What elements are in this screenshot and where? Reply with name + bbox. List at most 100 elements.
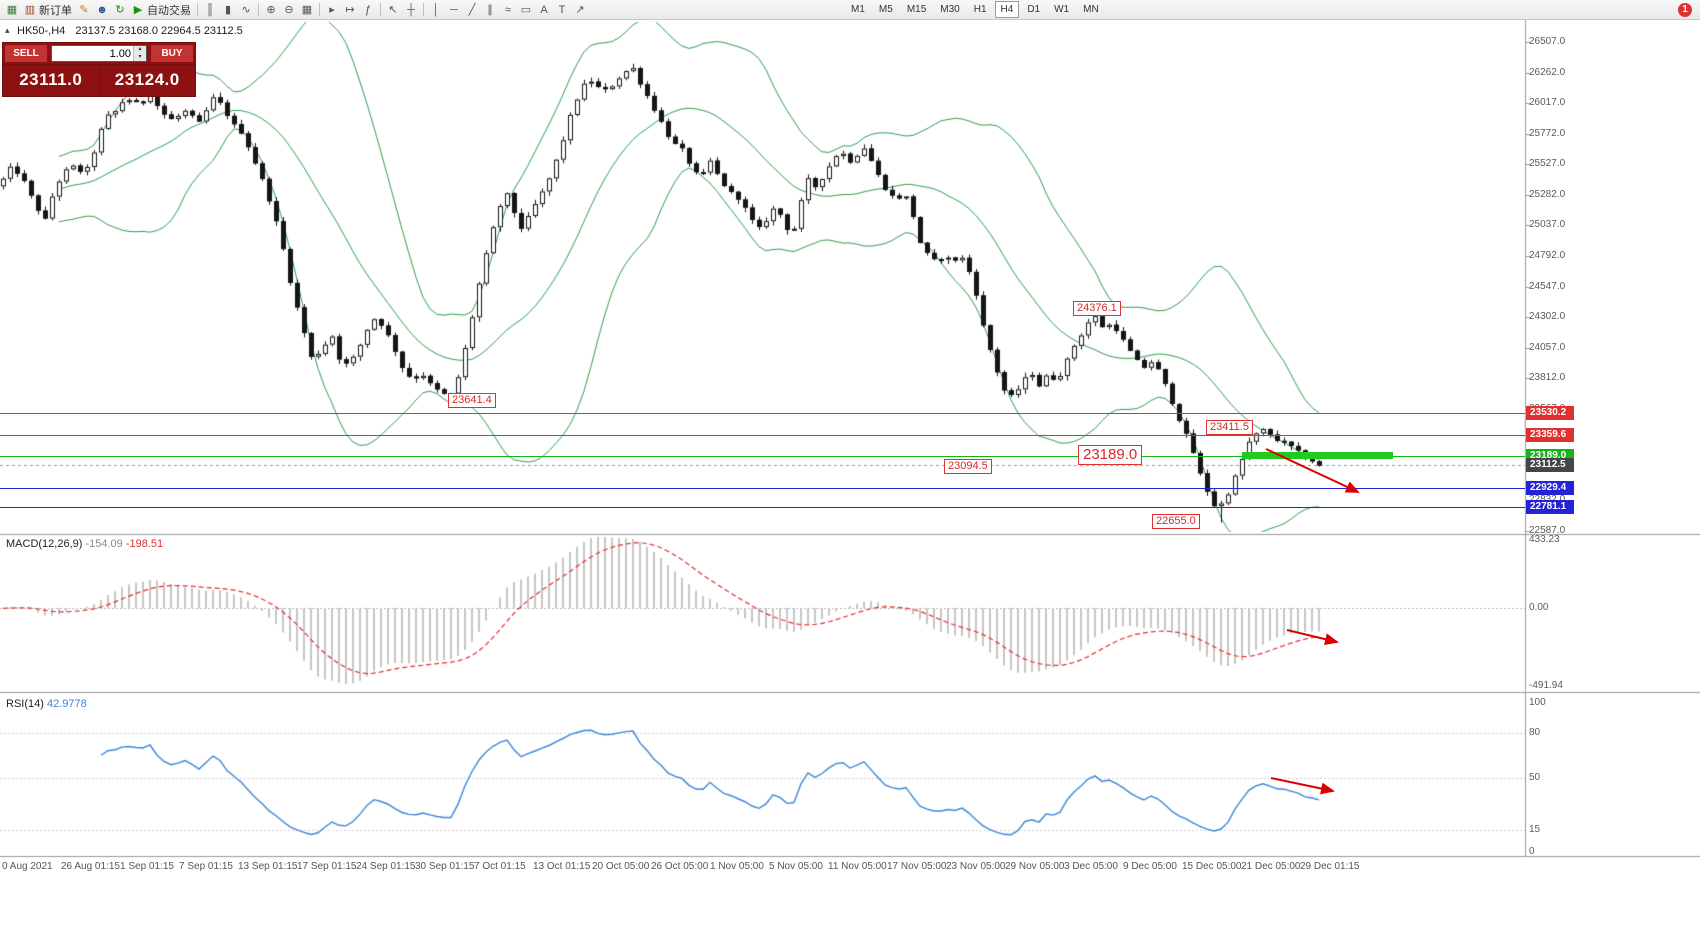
macd-signal-value: -198.51: [125, 538, 164, 550]
new-chart-button[interactable]: ▦: [3, 1, 21, 18]
price-axis-label: 26507.0: [1529, 36, 1566, 47]
time-axis-label: 3 Dec 05:00: [1064, 861, 1118, 872]
main-toolbar: ▦ ▥ 新订单 ✎ ☻ ↻ ▶ 自动交易 ║ ▮ ∿ ⊕ ⊖ ▦ ▸ ↦ ƒ ↖ ┼ │ ─ ╱ ∥ ≈ ▭ A T ↗ M1 M5 M15…: [0, 0, 1700, 20]
refresh-button[interactable]: ↻: [111, 1, 129, 18]
autotrading-button[interactable]: ▶ 自动交易: [129, 1, 194, 18]
chart-shift-button[interactable]: ↦: [341, 1, 359, 18]
rsi-axis-label: 15: [1529, 824, 1541, 835]
price-axis-label: 26262.0: [1529, 66, 1566, 78]
price-annotation[interactable]: 23189.0: [1078, 445, 1143, 465]
horizontal-level-line[interactable]: [0, 488, 1525, 490]
time-axis-label: 30 Sep 01:15: [415, 861, 475, 872]
timeframe-m1[interactable]: M1: [851, 4, 865, 15]
new-order-button[interactable]: ▥ 新订单: [21, 1, 75, 18]
price-axis-label: 25282.0: [1529, 188, 1566, 200]
toolbar-separator: [380, 3, 381, 16]
toolbar-separator: [423, 3, 424, 16]
oneclick-panel-toggle-icon[interactable]: ▴: [5, 25, 10, 35]
price-axis-label: 23812.0: [1529, 372, 1566, 384]
rsi-value: 42.9778: [46, 698, 87, 710]
timeframe-mn[interactable]: MN: [1083, 4, 1099, 15]
new-order-label: 新订单: [39, 4, 72, 17]
autotrading-label: 自动交易: [147, 4, 191, 17]
sell-price[interactable]: 23111.0: [19, 70, 83, 89]
horizontal-level-line[interactable]: [0, 413, 1525, 415]
time-axis-label: 17 Sep 01:15: [297, 861, 357, 872]
indicators-list-button[interactable]: ƒ: [359, 1, 377, 18]
candlestick-chart-button[interactable]: ▮: [219, 1, 237, 18]
arrow-tool-button[interactable]: ↗: [571, 1, 589, 18]
text-tool-button[interactable]: A: [535, 1, 553, 18]
horizontal-line-tool-button[interactable]: ─: [445, 1, 463, 18]
timeframe-m30[interactable]: M30: [940, 4, 960, 15]
timeframe-h1[interactable]: H1: [973, 4, 987, 15]
shapes-tool-button[interactable]: ▭: [517, 1, 535, 18]
auto-scroll-button[interactable]: ▸: [323, 1, 341, 18]
price-tag: 23112.5: [1526, 458, 1574, 473]
chart-ohlc-values: 23137.5 23168.0 22964.5 23112.5: [75, 25, 243, 37]
label-tool-button[interactable]: T: [553, 1, 571, 18]
time-axis-label: 29 Nov 05:00: [1005, 861, 1065, 872]
buy-price[interactable]: 23124.0: [114, 70, 180, 89]
autotrading-icon: ▶: [133, 4, 143, 16]
price-tag: 23359.6: [1526, 427, 1574, 442]
chart-shift-icon: ↦: [345, 4, 355, 16]
timeframe-w1[interactable]: W1: [1054, 4, 1070, 15]
text-tool-icon: A: [540, 3, 548, 16]
price-axis-label: 24547.0: [1529, 280, 1566, 292]
time-axis-label: 24 Sep 01:15: [356, 861, 416, 872]
fibonacci-tool-button[interactable]: ≈: [499, 1, 517, 18]
channel-tool-button[interactable]: ∥: [481, 1, 499, 18]
price-annotation[interactable]: 23411.5: [1206, 420, 1253, 435]
metaeditor-icon: ✎: [79, 4, 89, 16]
price-chart-canvas[interactable]: [0, 20, 1700, 944]
volume-box: ▴ ▾: [51, 45, 147, 62]
horizontal-level-line[interactable]: [0, 434, 1525, 436]
timeframe-h4[interactable]: H4: [994, 1, 1020, 18]
trendline-tool-button[interactable]: ╱: [463, 1, 481, 18]
timeframe-m5[interactable]: M5: [878, 4, 893, 15]
zoom-in-button[interactable]: ⊕: [262, 1, 280, 18]
bar-chart-button[interactable]: ║: [201, 1, 219, 18]
sell-button[interactable]: SELL: [5, 45, 47, 62]
accounts-icon: ☻: [96, 3, 108, 16]
price-annotation[interactable]: 23641.4: [448, 393, 496, 408]
price-annotation[interactable]: 23094.5: [944, 459, 992, 474]
time-axis-label: 13 Sep 01:15: [238, 861, 298, 872]
support-zone-segment[interactable]: [1242, 452, 1393, 460]
buy-button[interactable]: BUY: [151, 45, 193, 62]
vertical-line-tool-button[interactable]: │: [427, 1, 445, 18]
volume-decrease-button[interactable]: ▾: [134, 53, 146, 61]
volume-input[interactable]: [52, 46, 133, 61]
price-axis-label: 24057.0: [1529, 341, 1566, 353]
horizontal-level-line[interactable]: [0, 455, 1525, 457]
time-axis-label: 17 Nov 05:00: [887, 861, 947, 872]
time-axis-label: 9 Dec 05:00: [1123, 861, 1177, 872]
channel-tool-icon: ∥: [487, 4, 493, 16]
volume-increase-button[interactable]: ▴: [134, 46, 146, 54]
price-axis: 26507.0 26262.0 26017.0 25772.0 25527.0 25282…: [1526, 20, 1700, 870]
accounts-button[interactable]: ☻: [93, 1, 111, 18]
tile-windows-button[interactable]: ▦: [298, 1, 316, 18]
rsi-axis-label: 100: [1529, 697, 1546, 708]
macd-name: MACD(12,26,9): [6, 538, 83, 550]
rsi-name: RSI(14): [6, 698, 44, 710]
price-annotation[interactable]: 22655.0: [1152, 514, 1200, 529]
price-annotation[interactable]: 24376.1: [1073, 301, 1121, 316]
rsi-indicator-label: RSI(14) 42.9778: [6, 698, 87, 710]
zoom-out-icon: ⊖: [284, 4, 294, 16]
chart-window: ▴ HK50-,H4 23137.5 23168.0 22964.5 23112…: [0, 20, 1700, 944]
zoom-out-button[interactable]: ⊖: [280, 1, 298, 18]
crosshair-button[interactable]: ┼: [402, 1, 420, 18]
timeframe-m15[interactable]: M15: [906, 4, 927, 15]
notification-badge[interactable]: 1: [1678, 2, 1692, 17]
candlestick-chart-icon: ▮: [224, 4, 232, 16]
timeframe-d1[interactable]: D1: [1027, 4, 1041, 15]
metaeditor-button[interactable]: ✎: [75, 1, 93, 18]
horizontal-level-line[interactable]: [0, 506, 1525, 508]
line-chart-button[interactable]: ∿: [237, 1, 255, 18]
toolbar-separator: [258, 3, 259, 16]
time-axis-label: 7 Oct 01:15: [474, 861, 526, 872]
cursor-button[interactable]: ↖: [384, 1, 402, 18]
price-axis-label: 24302.0: [1529, 311, 1566, 323]
